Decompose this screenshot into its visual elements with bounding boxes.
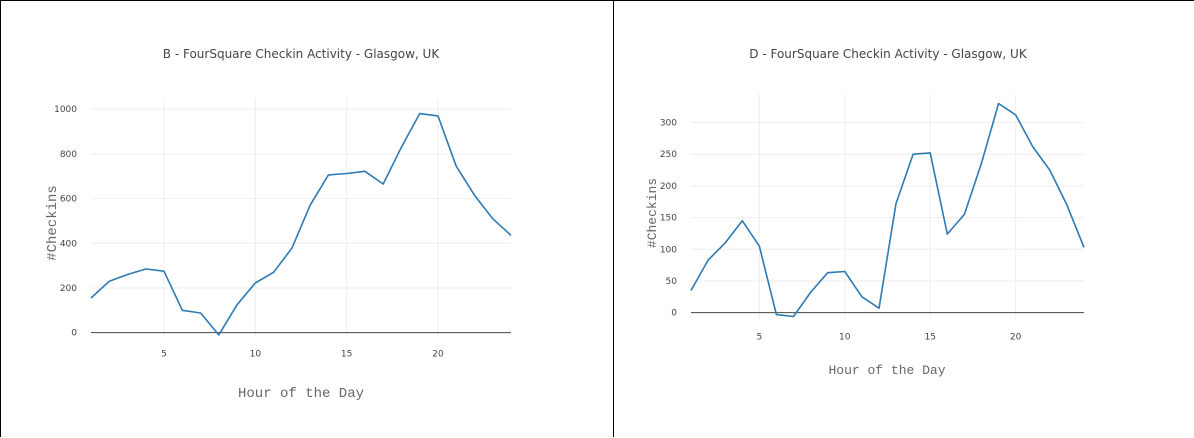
y-tick-label: 50 — [666, 277, 678, 287]
chart-title: D - FourSquare Checkin Activity - Glasgo… — [749, 47, 1028, 61]
line-chart-b: 0 200 400 600 800 1000 5 10 15 20 B - FourSquare C… — [45, 47, 512, 402]
x-tick-label: 10 — [839, 333, 851, 343]
y-tick-label: 600 — [60, 195, 77, 205]
series-line — [90, 112, 512, 336]
y-axis-title: #Checkins — [45, 185, 61, 261]
x-tick-label: 5 — [161, 350, 167, 360]
y-tick-label: 200 — [60, 284, 77, 294]
y-tick-label: 100 — [660, 245, 677, 255]
x-tick-label: 5 — [756, 333, 762, 343]
line-chart-d: 0 50 100 150 200 250 300 5 10 15 20 D - FourSquare … — [645, 47, 1085, 378]
y-tick-label: 150 — [660, 214, 677, 224]
y-tick-label: 250 — [660, 150, 677, 160]
x-tick-label: 10 — [250, 350, 262, 360]
x-tick-label: 20 — [432, 350, 444, 360]
y-tick-label: 200 — [660, 182, 677, 192]
chart-title: B - FourSquare Checkin Activity - Glasgo… — [163, 47, 441, 61]
chart-panel-b: 0 200 400 600 800 1000 5 10 15 20 B - FourSquare C… — [0, 0, 614, 437]
y-tick-label: 0 — [671, 309, 677, 319]
x-axis-title: Hour of the Day — [828, 363, 945, 378]
y-tick-label: 300 — [660, 119, 677, 129]
chart-panel-d: 0 50 100 150 200 250 300 5 10 15 20 D - FourSquare … — [614, 0, 1194, 437]
y-tick-label: 0 — [71, 329, 77, 339]
y-axis-title: #Checkins — [645, 178, 660, 248]
x-tick-label: 20 — [1010, 333, 1022, 343]
x-tick-label: 15 — [341, 350, 352, 360]
x-axis-title: Hour of the Day — [238, 386, 364, 402]
y-tick-label: 800 — [60, 150, 77, 160]
y-tick-label: 1000 — [54, 105, 77, 115]
y-tick-label: 400 — [60, 239, 77, 249]
series-line — [690, 102, 1085, 318]
x-tick-label: 15 — [924, 333, 935, 343]
